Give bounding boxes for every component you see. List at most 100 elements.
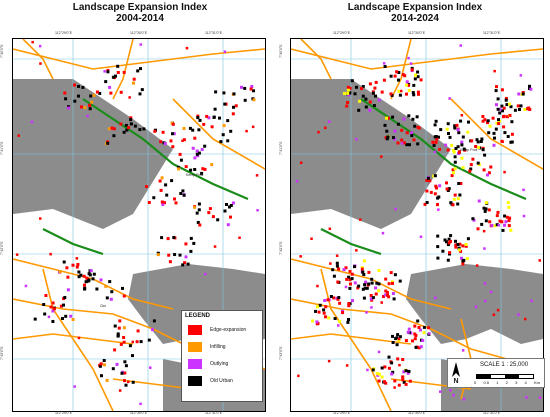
scatter-pixel (483, 282, 487, 285)
urban-pixel (139, 340, 143, 344)
urban-pixel (503, 214, 507, 218)
urban-pixel (434, 184, 438, 188)
urban-pixel (432, 144, 436, 147)
road (13, 48, 265, 70)
urban-pixel (469, 163, 473, 167)
urban-pixel (71, 263, 75, 267)
urban-pixel (494, 89, 498, 93)
urban-pixel (446, 148, 450, 152)
right-place-label-kerep: Kerep Pool (460, 148, 478, 152)
urban-pixel (59, 304, 63, 308)
urban-pixel (132, 77, 136, 81)
urban-pixel (437, 195, 441, 199)
urban-pixel (114, 74, 117, 78)
urban-pixel (458, 242, 462, 246)
urban-pixel (411, 339, 414, 343)
urban-pixel (447, 132, 450, 135)
urban-pixel (329, 295, 333, 298)
scatter-pixel (380, 155, 383, 158)
scatter-pixel (483, 247, 486, 250)
urban-pixel (397, 78, 400, 82)
urban-pixel (438, 147, 442, 151)
scatter-pixel (238, 236, 241, 239)
scatter-pixel (484, 299, 487, 303)
urban-pixel (111, 75, 115, 79)
urban-pixel (350, 79, 354, 83)
urban-pixel (228, 205, 231, 209)
urban-pixel (453, 167, 457, 171)
urban-pixel (374, 286, 378, 290)
urban-pixel (159, 188, 163, 192)
urban-pixel (124, 364, 128, 368)
urban-pixel (317, 310, 321, 314)
urban-pixel (493, 224, 497, 228)
urban-pixel (66, 275, 70, 279)
urban-pixel (405, 131, 409, 135)
urban-pixel (356, 286, 360, 290)
urban-pixel (439, 128, 443, 132)
urban-pixel (153, 129, 157, 133)
urban-pixel (200, 171, 204, 175)
urban-pixel (346, 88, 350, 92)
urban-pixel (110, 126, 114, 130)
urban-pixel (389, 271, 393, 275)
scatter-pixel (461, 349, 465, 352)
urban-pixel (396, 333, 400, 337)
urban-pixel (98, 91, 102, 95)
urban-pixel (205, 114, 209, 118)
road (291, 333, 412, 345)
urban-pixel (496, 107, 500, 111)
scatter-pixel (355, 138, 358, 141)
urban-pixel (498, 219, 502, 223)
urban-pixel (452, 150, 456, 154)
urban-pixel (391, 292, 395, 295)
urban-pixel (479, 140, 483, 143)
scatter-pixel (328, 120, 331, 123)
urban-pixel (492, 143, 496, 147)
urban-pixel (193, 136, 197, 140)
urban-pixel (406, 371, 410, 375)
urban-pixel (314, 309, 317, 313)
urban-pixel (348, 278, 352, 282)
scatter-pixel (344, 285, 348, 289)
urban-pixel (447, 241, 451, 245)
urban-pixel (318, 303, 322, 307)
scatter-pixel (434, 296, 437, 300)
road (172, 98, 265, 170)
urban-pixel (353, 281, 357, 285)
urban-pixel (127, 126, 131, 130)
scatter-pixel (428, 332, 431, 335)
urban-pixel (498, 107, 502, 111)
urban-pixel (453, 126, 457, 130)
urban-pixel (336, 280, 340, 284)
road (320, 268, 392, 411)
right-map[interactable] (290, 38, 544, 412)
urban-pixel (391, 281, 394, 285)
urban-pixel (396, 141, 400, 145)
urban-pixel (454, 147, 458, 150)
urban-pixel (469, 167, 473, 171)
road (291, 298, 543, 370)
urban-pixel (408, 379, 412, 383)
urban-pixel (229, 129, 233, 133)
left-top-coord-2: 112°30'0"E (130, 31, 148, 35)
urban-pixel (401, 375, 405, 379)
right-top-coord-3: 112°31'0"E (483, 31, 501, 35)
urban-pixel (104, 284, 108, 288)
urban-pixel (135, 340, 139, 344)
urban-pixel (461, 135, 465, 139)
urban-pixel (122, 340, 126, 344)
urban-pixel (460, 156, 464, 160)
urban-pixel (87, 278, 91, 282)
urban-pixel (63, 91, 67, 95)
urban-pixel (471, 157, 475, 161)
urban-pixel (370, 281, 374, 285)
scatter-pixel (382, 62, 386, 65)
right-bottom-coord-2: 112°30'0"E (408, 411, 426, 415)
urban-pixel (377, 372, 381, 376)
urban-pixel (445, 127, 449, 131)
urban-pixel (509, 105, 513, 109)
urban-pixel (222, 91, 226, 95)
urban-pixel (229, 215, 232, 219)
urban-pixel (363, 286, 367, 290)
